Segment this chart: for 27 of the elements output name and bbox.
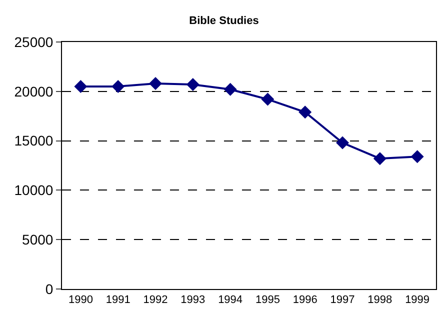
y-tick-label: 20000: [14, 83, 54, 100]
point: [224, 82, 237, 96]
point: [149, 77, 162, 90]
x-tick-label: 1990: [68, 294, 93, 306]
point: [336, 136, 349, 150]
point: [410, 150, 424, 164]
x-tick-label: 1996: [292, 294, 318, 306]
point: [74, 80, 88, 93]
y-tick-label: 15000: [14, 132, 54, 149]
point: [112, 80, 125, 93]
x-tick-label: 1993: [180, 294, 206, 306]
x-tick-label: 1995: [255, 294, 280, 306]
y-tick-label: 10000: [14, 182, 54, 198]
chart-title: Bible Studies: [189, 14, 259, 27]
x-tick-label: 1991: [106, 294, 130, 306]
point: [186, 78, 200, 91]
x-tick-label: 1997: [330, 294, 355, 306]
y-tick-label: 0: [45, 280, 54, 297]
point: [298, 106, 312, 119]
x-tick-label: 1992: [143, 294, 168, 306]
y-tick-label: 5000: [22, 232, 54, 248]
x-tick-label: 1994: [218, 294, 243, 306]
y-tick-label: 25000: [14, 34, 54, 50]
point: [261, 92, 274, 106]
x-tick-label: 1998: [368, 294, 392, 306]
x-tick-label: 1999: [405, 294, 430, 306]
point: [373, 152, 386, 166]
